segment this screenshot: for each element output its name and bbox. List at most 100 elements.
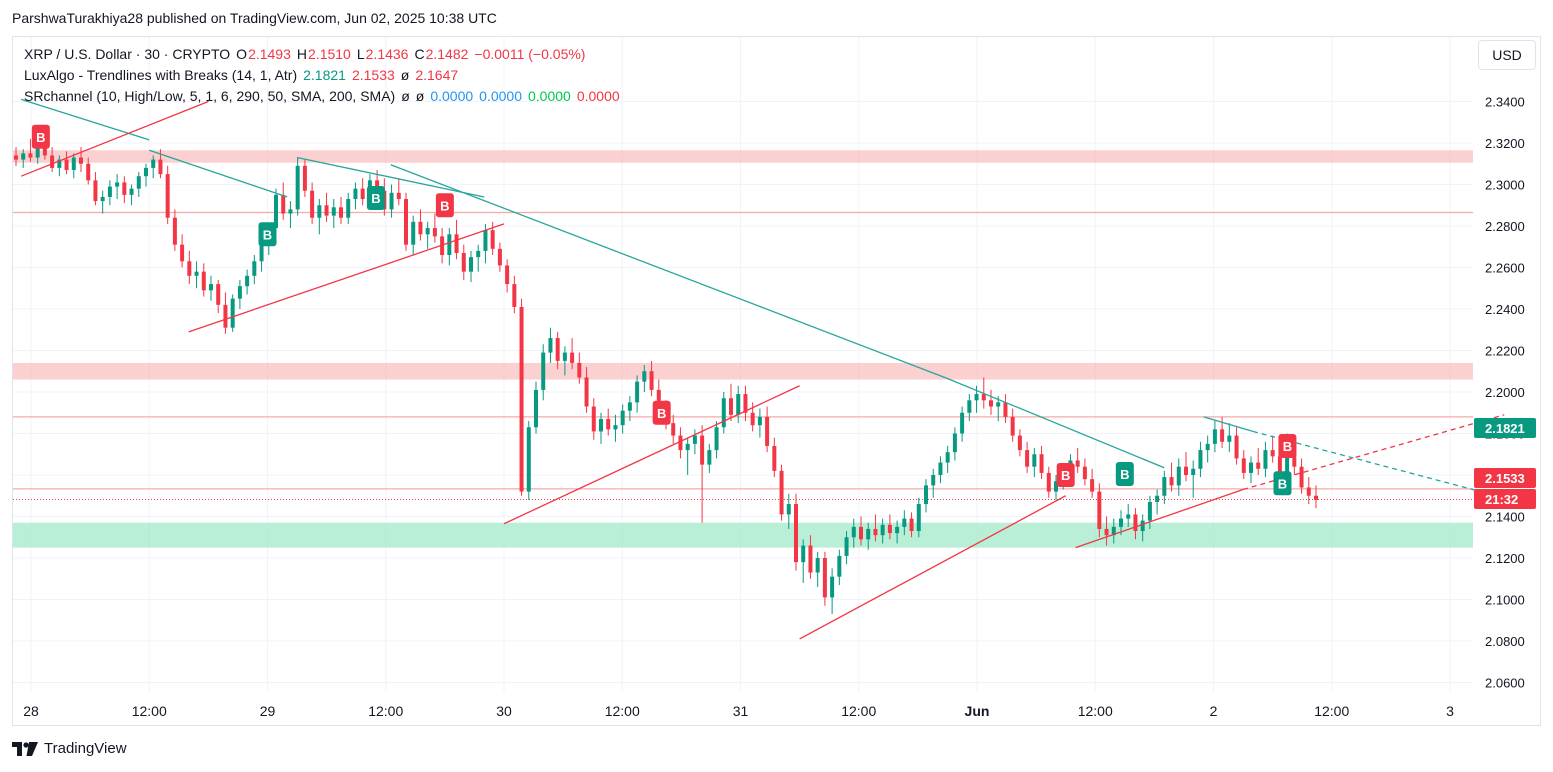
resistance-zone (13, 362, 1473, 380)
srchannel-na-1: ø (401, 88, 410, 104)
axis-price-tag: 2.1821 (1474, 418, 1536, 438)
candle-body (339, 207, 343, 218)
trendline (149, 149, 288, 198)
candle-body (1191, 468, 1196, 475)
candle-body (274, 194, 278, 229)
candle-body (1003, 402, 1008, 417)
candle-body (635, 381, 640, 403)
candle-body (974, 394, 979, 401)
candle-body (497, 248, 502, 266)
candle-body (1234, 435, 1239, 459)
candle-body (656, 389, 661, 407)
candle-body (237, 286, 242, 299)
time-tick-label: 12:00 (132, 703, 167, 719)
signal-label: B (657, 406, 666, 421)
candle-body (606, 418, 611, 430)
candle-body (801, 545, 806, 563)
candle-body (57, 159, 62, 168)
candle-body (107, 186, 112, 197)
price-tick-label: 2.2800 (1485, 219, 1525, 234)
srchannel-value-2: 0.0000 (479, 88, 522, 104)
high-value: 2.1510 (308, 46, 351, 62)
price-labels: 2.1821 2.1533 21:32 (1474, 418, 1536, 509)
candle-body (353, 188, 358, 200)
candle-body (346, 199, 351, 218)
candle-body (707, 450, 712, 465)
candle-body (909, 518, 914, 532)
tradingview-brand: TradingView (44, 740, 127, 757)
candle-body (1198, 450, 1203, 469)
candle-body (425, 228, 430, 235)
candle-body (1147, 501, 1152, 521)
candle-body (866, 528, 871, 540)
candle-body (375, 180, 380, 191)
candle-body (1176, 466, 1181, 486)
candle-body (678, 435, 683, 451)
candle-body (887, 524, 892, 534)
candle-body (302, 165, 307, 191)
candle-body (490, 230, 495, 249)
currency-button[interactable]: USD (1478, 40, 1536, 70)
candle-body (93, 180, 98, 202)
trendline (390, 164, 948, 380)
candle-body (627, 402, 632, 411)
candle-body (50, 155, 55, 168)
candle-body (794, 504, 798, 563)
signal-label: B (1283, 439, 1292, 454)
candle-body (461, 252, 466, 272)
candle-body (859, 526, 863, 540)
candle-body (938, 462, 943, 475)
candle-body (86, 163, 91, 181)
legend-srchannel-row[interactable]: SRchannel (10, High/Low, 5, 1, 6, 290, 5… (24, 86, 626, 107)
signal-marker-sell: B (652, 400, 671, 425)
luxalgo-label: LuxAlgo - Trendlines with Breaks (14, 1,… (24, 67, 298, 83)
signal-box (1056, 463, 1075, 487)
candle-body (245, 275, 250, 287)
candle-body (194, 271, 199, 276)
candle-body (1126, 514, 1131, 519)
signal-label: B (1278, 476, 1287, 491)
candle-body (411, 221, 416, 245)
signal-box (1278, 433, 1297, 458)
candle-body (165, 174, 170, 218)
trendline (947, 377, 1165, 469)
time-tick-label: 12:00 (605, 703, 640, 719)
signal-label: B (263, 227, 272, 242)
candle-body (960, 412, 965, 434)
signal-box (1273, 471, 1292, 496)
candle-body (281, 194, 286, 214)
axis-price-tag: 2.1533 (1474, 468, 1536, 488)
candle-body (1220, 429, 1225, 442)
candle-body (331, 207, 336, 216)
legend-luxalgo-row[interactable]: LuxAlgo - Trendlines with Breaks (14, 1,… (24, 65, 626, 86)
candle-body (757, 416, 762, 426)
candle-body (317, 205, 322, 218)
candle-body (28, 153, 33, 158)
candle-body (418, 221, 423, 235)
candle-body (1133, 514, 1138, 532)
candle-body (786, 504, 791, 515)
candle-body (64, 159, 69, 170)
tradingview-logo[interactable]: TradingView (12, 740, 127, 757)
price-tick-label: 2.2000 (1485, 385, 1525, 400)
candle-body (115, 182, 120, 187)
legend-symbol-row[interactable]: XRP / U.S. Dollar · 30 · CRYPTO O 2.1493… (24, 44, 626, 65)
candle-body (729, 398, 733, 415)
trendline (188, 223, 505, 333)
candle-body (851, 526, 856, 538)
candle-body (714, 427, 719, 451)
candle-body (1025, 450, 1030, 467)
signal-marker-buy: B (258, 222, 277, 247)
candle-body (541, 352, 546, 390)
signal-box (258, 222, 277, 247)
candle-body (447, 234, 452, 256)
signal-label: B (1120, 467, 1129, 482)
candle-body (35, 147, 40, 158)
trendline (1203, 416, 1254, 433)
sr-lines (13, 211, 1473, 500)
candle-body (1205, 443, 1210, 451)
time-tick-label: 12:00 (1078, 703, 1113, 719)
candle-body (981, 394, 986, 401)
close-key: C (414, 46, 425, 62)
